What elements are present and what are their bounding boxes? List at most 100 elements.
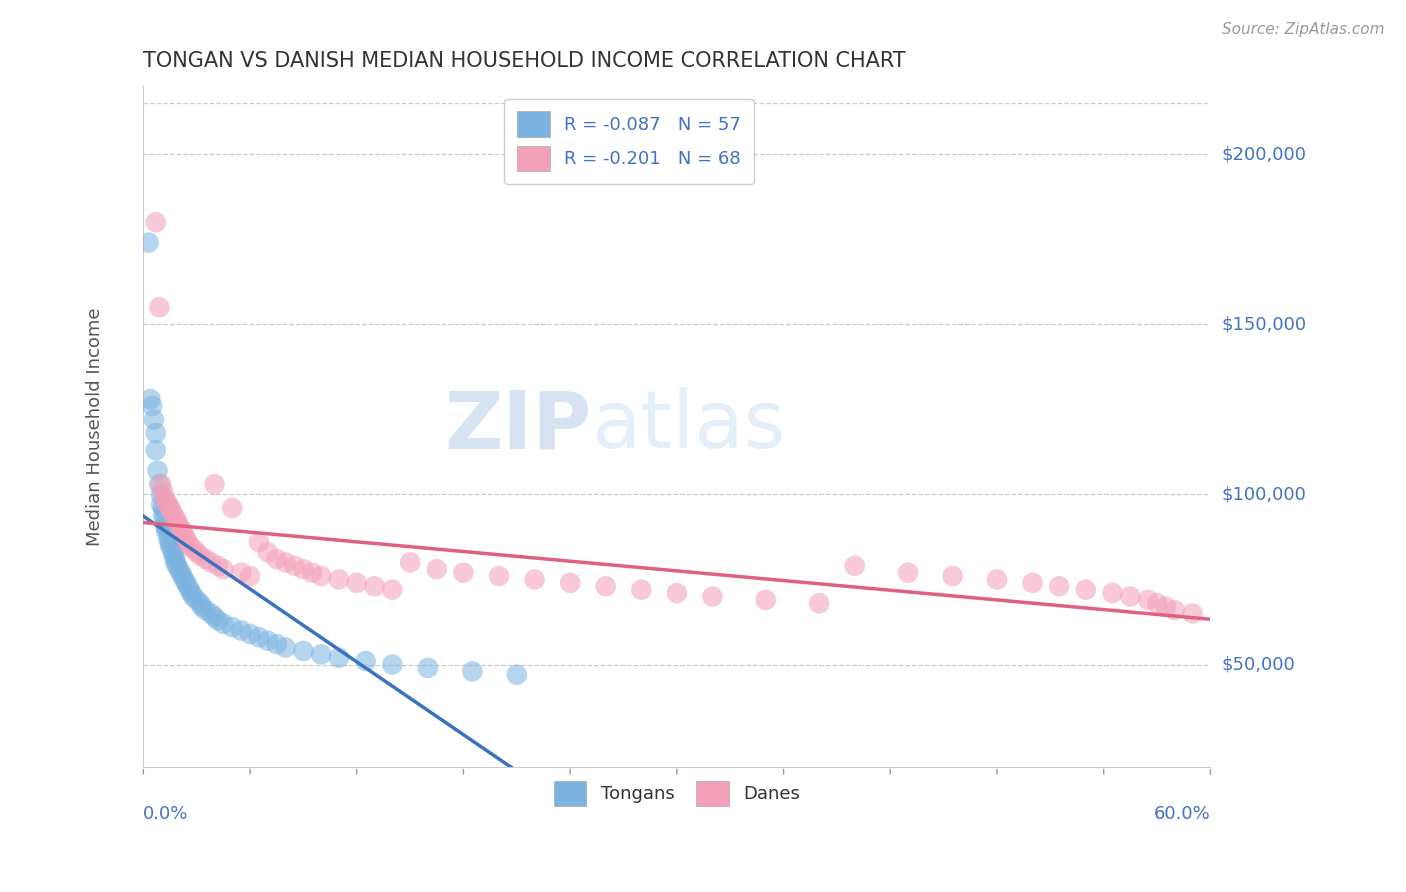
Point — [523, 573, 546, 587]
Point — [152, 508, 174, 522]
Point — [702, 590, 724, 604]
Point — [1101, 586, 1123, 600]
Point — [165, 511, 187, 525]
Point — [247, 535, 270, 549]
Point — [381, 657, 404, 672]
Point — [166, 558, 188, 573]
Point — [453, 566, 475, 580]
Text: $200,000: $200,000 — [1222, 145, 1306, 163]
Point — [755, 593, 778, 607]
Point — [160, 504, 183, 518]
Point — [239, 627, 262, 641]
Point — [231, 624, 253, 638]
Point — [153, 491, 176, 505]
Point — [239, 569, 262, 583]
Point — [1047, 579, 1070, 593]
Point — [1021, 575, 1043, 590]
Point — [309, 569, 332, 583]
Text: 0.0%: 0.0% — [143, 805, 188, 823]
Point — [204, 477, 226, 491]
Point — [221, 620, 243, 634]
Point — [630, 582, 652, 597]
Point — [488, 569, 510, 583]
Text: TONGAN VS DANISH MEDIAN HOUSEHOLD INCOME CORRELATION CHART: TONGAN VS DANISH MEDIAN HOUSEHOLD INCOME… — [143, 51, 905, 70]
Point — [174, 575, 197, 590]
Point — [186, 593, 208, 607]
Point — [200, 556, 222, 570]
Point — [1146, 596, 1168, 610]
Point — [152, 501, 174, 516]
Text: 60.0%: 60.0% — [1154, 805, 1211, 823]
Point — [212, 562, 235, 576]
Point — [162, 549, 184, 563]
Point — [207, 613, 229, 627]
Point — [157, 498, 180, 512]
Point — [200, 607, 222, 621]
Text: Median Household Income: Median Household Income — [86, 307, 104, 546]
Point — [186, 545, 208, 559]
Point — [665, 586, 688, 600]
Point — [283, 558, 305, 573]
Point — [426, 562, 449, 576]
Point — [159, 535, 181, 549]
Point — [152, 483, 174, 498]
Point — [328, 650, 350, 665]
Point — [155, 494, 177, 508]
Point — [1119, 590, 1142, 604]
Point — [266, 552, 288, 566]
Point — [165, 552, 187, 566]
Point — [274, 556, 297, 570]
Point — [274, 640, 297, 655]
Point — [188, 549, 211, 563]
Point — [153, 511, 176, 525]
Point — [148, 300, 170, 314]
Point — [148, 477, 170, 491]
Point — [399, 556, 422, 570]
Point — [153, 518, 176, 533]
Point — [166, 515, 188, 529]
Point — [162, 545, 184, 559]
Point — [150, 498, 173, 512]
Point — [167, 518, 190, 533]
Point — [560, 575, 582, 590]
Point — [1181, 607, 1204, 621]
Point — [506, 667, 529, 681]
Point — [145, 443, 167, 458]
Point — [328, 573, 350, 587]
Point — [170, 566, 193, 580]
Point — [150, 487, 173, 501]
Point — [177, 579, 200, 593]
Point — [170, 521, 193, 535]
Point — [194, 603, 217, 617]
Point — [595, 579, 617, 593]
Point — [309, 648, 332, 662]
Point — [346, 575, 368, 590]
Point — [150, 477, 173, 491]
Point — [301, 566, 323, 580]
Point — [363, 579, 385, 593]
Point — [173, 528, 195, 542]
Point — [986, 573, 1008, 587]
Point — [180, 586, 202, 600]
Point — [162, 508, 184, 522]
Point — [172, 569, 194, 583]
Point — [416, 661, 439, 675]
Point — [247, 630, 270, 644]
Point — [143, 412, 166, 426]
Point — [145, 426, 167, 441]
Point — [256, 633, 278, 648]
Point — [146, 464, 169, 478]
Point — [231, 566, 253, 580]
Point — [165, 556, 187, 570]
Text: ZIP: ZIP — [444, 387, 592, 466]
Point — [172, 524, 194, 539]
Point — [381, 582, 404, 597]
Text: $50,000: $50,000 — [1222, 656, 1295, 673]
Point — [191, 599, 214, 614]
Point — [194, 552, 217, 566]
Point — [207, 558, 229, 573]
Point — [256, 545, 278, 559]
Point — [808, 596, 831, 610]
Point — [212, 616, 235, 631]
Point — [181, 541, 204, 556]
